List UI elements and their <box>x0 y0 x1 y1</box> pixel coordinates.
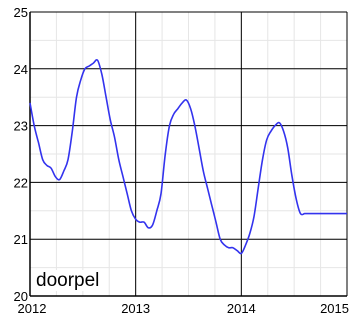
y-tick-label: 21 <box>14 232 28 247</box>
x-tick-label: 2013 <box>121 301 150 316</box>
y-tick-label: 23 <box>14 119 28 134</box>
series-line <box>29 59 347 255</box>
axes <box>29 12 347 297</box>
y-tick-label: 22 <box>14 175 28 190</box>
x-tick-label: 2014 <box>227 301 256 316</box>
tick-labels: 20 21 22 23 24 25 2012 2013 2014 2015 <box>14 5 349 316</box>
grid-lines <box>29 11 348 297</box>
annotation-background <box>34 270 102 291</box>
doorpel-label: doorpel <box>36 270 99 291</box>
y-tick-label: 24 <box>14 62 28 77</box>
y-tick-label: 20 <box>14 289 28 304</box>
x-tick-label: 2015 <box>320 301 349 316</box>
y-tick-label: 25 <box>14 5 28 20</box>
x-tick-label: 2012 <box>18 301 47 316</box>
